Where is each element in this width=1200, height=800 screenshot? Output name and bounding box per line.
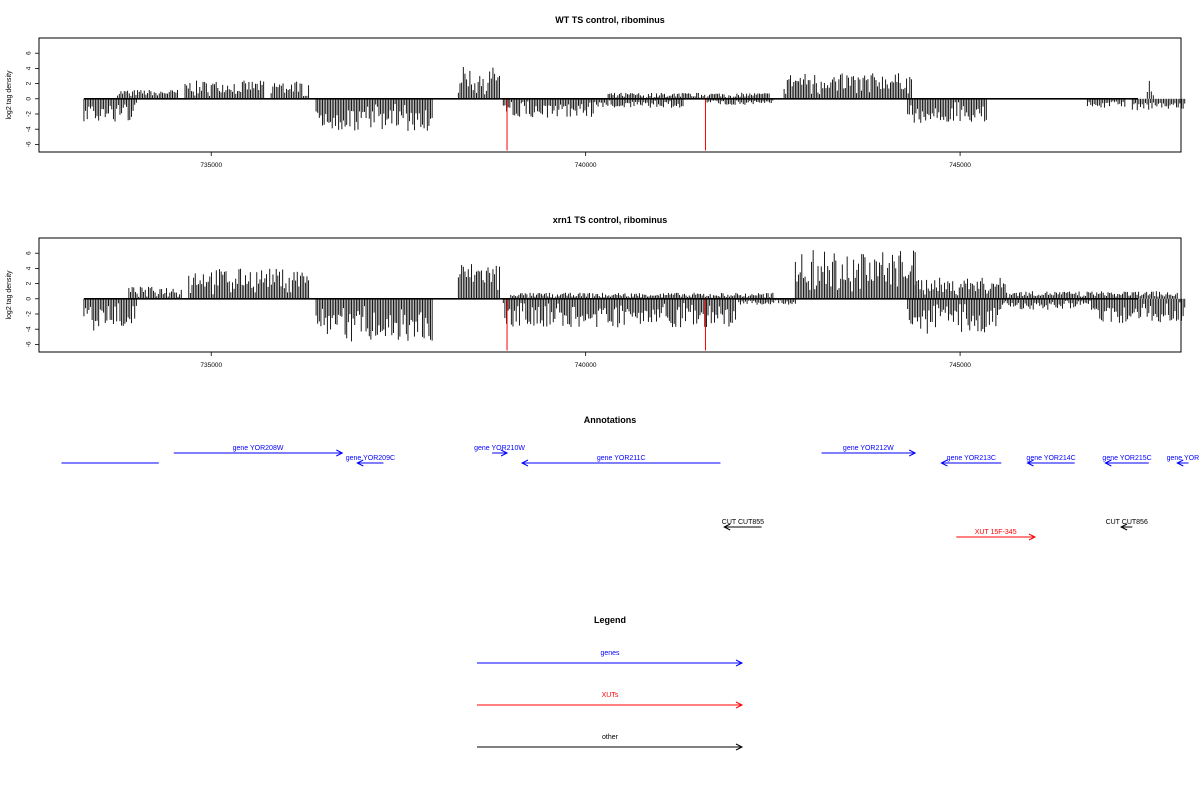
y-tick-label: 4: [26, 66, 33, 70]
annotation-feature: CUT CUT856: [1106, 519, 1148, 531]
y-tick-label: -6: [26, 141, 33, 147]
legend-arrow-head: [735, 743, 744, 751]
legend-panel: Legend genes XUTs other: [477, 615, 744, 751]
feature-arrow-head: [908, 449, 917, 457]
feature-arrow-head: [1104, 459, 1112, 467]
feature-label: CUT CUT856: [1106, 519, 1148, 526]
annotation-feature: XUT 15F-345: [956, 529, 1037, 541]
annotation-features: gene YOR208W gene YOR209C gene YOR210W gene…: [61, 445, 1200, 541]
feature-arrow-head: [940, 459, 948, 467]
feature-arrow-head: [1119, 523, 1128, 531]
feature-arrow-head: [1026, 459, 1034, 467]
y-tick-label: 0: [26, 97, 33, 101]
x-axis-ticks-xrn1: 735000 740000 745000: [200, 352, 971, 369]
x-tick-label: 735000: [200, 162, 222, 169]
y-tick-label: -2: [26, 111, 33, 117]
annotation-feature: gene YOR211C: [520, 455, 721, 467]
panel-title-xrn1: xrn1 TS control, ribominus: [553, 215, 668, 225]
legend-arrow-head: [735, 659, 744, 667]
feature-label: gene YOR212W: [843, 445, 894, 452]
panel-frame-xrn1: [38, 237, 1182, 353]
feature-arrow-head: [723, 523, 731, 531]
feature-arrow-head: [1028, 533, 1037, 541]
y-tick-label: 2: [26, 281, 33, 285]
feature-arrow-head: [336, 449, 344, 457]
y-axis-label-wt: log2 tag density: [6, 70, 13, 120]
feature-arrow-head: [356, 459, 364, 467]
x-tick-label: 740000: [575, 362, 597, 369]
legend-item-label: XUTs: [602, 692, 619, 699]
x-tick-label: 745000: [949, 162, 971, 169]
feature-label: gene YOR214C: [1026, 455, 1075, 462]
annotation-feature: gene YOR: [1167, 455, 1200, 467]
panel-xrn1: xrn1 TS control, ribominus log2 tag dens…: [6, 215, 1186, 369]
signal-bars-xrn1: [83, 250, 1186, 351]
feature-label: gene YOR208W: [233, 445, 284, 452]
annotation-feature: gene YOR210W: [474, 445, 525, 457]
panel-wt: WT TS control, ribominus log2 tag densit…: [6, 15, 1186, 169]
y-tick-label: 4: [26, 266, 33, 270]
y-tick-label: 6: [26, 51, 33, 55]
feature-label: gene YOR: [1167, 455, 1200, 462]
feature-label: gene YOR209C: [346, 455, 395, 462]
feature-arrow-head: [1176, 459, 1184, 467]
legend-item: genes: [477, 650, 744, 667]
y-tick-label: 0: [26, 297, 33, 301]
legend-arrow-head: [735, 701, 744, 709]
x-tick-label: 740000: [575, 162, 597, 169]
x-tick-label: 735000: [200, 362, 222, 369]
feature-label: gene YOR213C: [947, 455, 996, 462]
annotation-feature: gene YOR209C: [346, 455, 395, 467]
legend-item-label: other: [602, 734, 619, 741]
legend-item: XUTs: [477, 692, 744, 709]
legend-item: other: [477, 734, 744, 751]
x-tick-label: 745000: [949, 362, 971, 369]
annotation-feature: gene YOR215C: [1102, 455, 1152, 467]
x-axis-ticks-wt: 735000 740000 745000: [200, 152, 971, 169]
panel-frame-wt: [38, 37, 1182, 153]
y-axis-label-xrn1: log2 tag density: [6, 270, 13, 320]
feature-label: gene YOR211C: [597, 455, 646, 462]
feature-arrow-head: [500, 449, 509, 457]
y-axis-ticks-xrn1: -6 -4 -2 0 2 4 6: [26, 251, 39, 347]
panel-title-wt: WT TS control, ribominus: [555, 15, 665, 25]
y-axis-ticks-wt: -6 -4 -2 0 2 4 6: [26, 51, 39, 147]
legend-title: Legend: [594, 615, 626, 625]
annotations-title: Annotations: [584, 415, 637, 425]
annotation-feature: gene YOR214C: [1026, 455, 1076, 467]
legend-item-label: genes: [600, 650, 620, 657]
feature-label: CUT CUT855: [722, 519, 764, 526]
y-tick-label: -6: [26, 341, 33, 347]
annotation-feature: gene YOR213C: [940, 455, 1002, 467]
annotation-feature: gene YOR208W: [173, 445, 344, 457]
y-tick-label: 6: [26, 251, 33, 255]
y-tick-label: 2: [26, 81, 33, 85]
annotation-feature: gene YOR212W: [821, 445, 917, 457]
feature-label: gene YOR210W: [474, 445, 525, 452]
feature-arrow-head: [520, 459, 529, 467]
y-tick-label: -4: [26, 326, 33, 332]
annotation-feature: CUT CUT855: [722, 519, 764, 531]
feature-label: XUT 15F-345: [975, 529, 1017, 536]
signal-bars-wt: [83, 67, 1186, 151]
feature-label: gene YOR215C: [1102, 455, 1151, 462]
y-tick-label: -4: [26, 126, 33, 132]
y-tick-label: -2: [26, 311, 33, 317]
legend-items: genes XUTs other: [477, 650, 744, 751]
